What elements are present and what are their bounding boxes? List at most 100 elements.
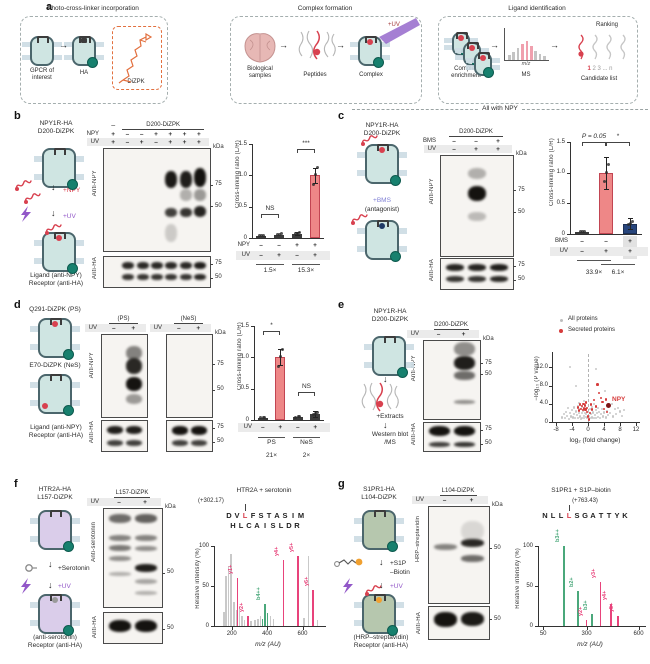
x-tick-label: 400 — [262, 631, 273, 637]
y-tick — [211, 626, 214, 627]
receptor-pocket — [54, 148, 66, 155]
protein-point — [614, 412, 618, 415]
data-point-dot — [297, 231, 301, 235]
blot-band — [467, 211, 487, 221]
blot-g-anti-ha — [428, 606, 490, 640]
construct-e: NPY1R-HA D200-DiZPK — [371, 308, 409, 323]
spectrum-peak — [230, 554, 232, 626]
kda-unit-label: kDa — [516, 151, 527, 157]
condition-row-shade — [236, 250, 330, 260]
blot-band — [136, 274, 149, 281]
kda-unit-label: kDa — [213, 144, 224, 150]
ha-tag-icon — [67, 263, 78, 274]
receptor-pocket — [50, 510, 62, 517]
construct-c: NPY1R-HA D200-DiZPK — [363, 122, 401, 137]
blot-band — [126, 358, 143, 375]
plus-s1p-label: +S1P — [390, 560, 407, 567]
y-tick — [567, 234, 570, 235]
plus-uv-label-g: +UV — [390, 583, 403, 590]
ha-tag-icon — [483, 67, 494, 78]
residue: N — [542, 511, 548, 520]
blot-band — [165, 274, 178, 281]
y-tick — [249, 238, 252, 239]
red-ligand-dot — [469, 45, 475, 51]
error-cap — [294, 235, 300, 237]
y-tick-label: 100 — [522, 542, 533, 549]
secreted-protein-point — [582, 407, 586, 410]
y-tick — [211, 586, 214, 587]
condition-symbol: + — [496, 146, 500, 153]
secreted-protein-point — [577, 409, 581, 412]
secreted-protein-point — [582, 402, 585, 406]
peptides-icon — [361, 382, 399, 412]
ligand-squiggle-icon — [45, 224, 62, 235]
x-tick-label: 0 — [586, 427, 590, 433]
secreted-protein-point — [576, 406, 580, 409]
blot-band — [171, 425, 188, 435]
y-tick — [549, 367, 552, 369]
blot-d-nes-anti-ha — [166, 420, 213, 452]
y-tick — [535, 546, 538, 547]
kda-marker-tick — [212, 389, 215, 391]
blot-band — [109, 535, 131, 542]
blot-band — [461, 539, 484, 548]
condition-symbol: + — [168, 131, 173, 138]
secreted-protein-point — [579, 407, 583, 411]
ligand-squiggle-icon — [15, 180, 32, 191]
condition-symbol: + — [313, 251, 317, 259]
blot-head-group: L157-DiZPK — [114, 490, 150, 498]
protein-point — [592, 416, 595, 419]
receptor-pocket — [50, 374, 62, 381]
y-tick-label: 50 — [526, 582, 533, 589]
receptor-pocket — [50, 318, 62, 325]
blot-band — [489, 276, 509, 283]
protein-point — [598, 416, 602, 419]
kda-marker-label: 50 — [485, 370, 492, 377]
dizpk-structure-box — [112, 26, 162, 90]
receptor-icon — [30, 36, 54, 66]
protein-point — [602, 411, 606, 414]
blot-band — [135, 579, 157, 585]
blot-band — [135, 563, 157, 572]
blot-band — [109, 571, 131, 576]
condition-row-name: UV — [243, 424, 252, 430]
red-ligand-dot — [367, 39, 373, 45]
fold-change-label: PS — [267, 438, 276, 446]
kda-marker-label: 50 — [217, 386, 224, 393]
condition-symbol: – — [260, 424, 265, 431]
lightning-uv-icon — [21, 206, 31, 222]
dizpk-label: DiZPK — [127, 79, 145, 85]
y-tick-label: 0 — [205, 622, 209, 629]
chart-d-crosslinking: 0 0.5 1.0 1.5 Cross-linking ratio (L/R) UV – + –… — [237, 312, 332, 464]
antibody-label-d2: Anti-HA — [89, 421, 95, 444]
ms-mini-bar — [512, 52, 515, 60]
y-axis-label: Cross-linking ratio (L/R) — [235, 140, 241, 209]
data-point-dot — [311, 412, 315, 416]
protein-point — [575, 414, 578, 417]
kda-marker-label: 75 — [215, 260, 222, 266]
ms-mini-bar — [508, 55, 511, 60]
x-tick — [586, 627, 588, 630]
spectrum-peak — [616, 615, 619, 626]
data-point-dot — [626, 223, 630, 227]
blot-band — [454, 441, 475, 447]
protein-point — [574, 417, 577, 420]
blot-d-ps-anti-ha — [101, 420, 148, 452]
blot-b-anti-ha — [103, 256, 211, 288]
mz-mini-label: m/z — [521, 61, 531, 67]
blot-head-group: L104-DiZPK — [439, 488, 477, 496]
error-cap — [312, 167, 318, 169]
condition-row-name: UV — [415, 497, 424, 503]
spectrum-peak — [247, 615, 249, 626]
ms-label: MS — [521, 72, 531, 78]
construct-f: HTR2A-HA L157-DiZPK — [37, 486, 73, 501]
protein-point — [616, 407, 620, 410]
ha-tag-icon — [387, 625, 398, 636]
secreted-protein-point — [602, 407, 606, 411]
x-tick — [231, 627, 233, 630]
spectrum-peak — [256, 618, 259, 626]
residue: T — [266, 511, 272, 520]
spectrum-peak — [225, 576, 227, 626]
receptor-pocket — [456, 32, 468, 39]
fold-change-label: 1.5× — [263, 267, 277, 274]
